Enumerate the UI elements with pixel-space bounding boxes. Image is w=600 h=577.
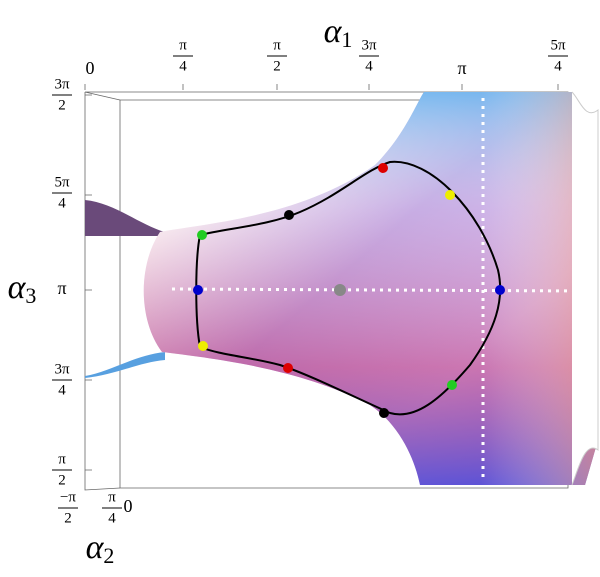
tick-numerator: −π	[60, 489, 76, 505]
tick-numerator: 5π	[550, 37, 566, 53]
tick-denominator: 2	[273, 58, 281, 74]
tick-label: π	[57, 278, 66, 298]
tick-label: π	[457, 58, 466, 78]
axis-symbol: α	[324, 13, 343, 50]
axis-subscript: 1	[341, 27, 352, 52]
tick-label: 0	[86, 58, 95, 78]
tick-denominator: 2	[64, 510, 72, 526]
tick-numerator: π	[273, 37, 281, 53]
points	[193, 163, 505, 418]
tick-denominator: 4	[179, 58, 187, 74]
tick-numerator: π	[179, 37, 187, 53]
axis-label: α2	[86, 529, 115, 568]
tick-numerator: 3π	[54, 76, 70, 92]
tick-label: 0	[124, 496, 133, 516]
tick-denominator: 4	[365, 58, 373, 74]
axis-subscript: 3	[25, 283, 36, 308]
tick-numerator: 5π	[54, 174, 70, 190]
tick-numerator: 3π	[54, 361, 70, 377]
tick-numerator: π	[58, 451, 66, 467]
tick-denominator: 2	[58, 97, 66, 113]
tick-denominator: 2	[58, 472, 66, 488]
axis-symbol: α	[86, 529, 105, 566]
tick-denominator: 4	[554, 58, 562, 74]
axis-subscript: 2	[103, 543, 114, 568]
tick-denominator: 4	[108, 510, 116, 526]
tick-numerator: π	[108, 489, 116, 505]
tick-denominator: 4	[58, 382, 66, 398]
tick-denominator: 4	[58, 195, 66, 211]
tick-numerator: 3π	[361, 37, 377, 53]
orbit-curve	[195, 160, 502, 416]
axis-symbol: α	[8, 269, 27, 306]
axis-label: α1	[324, 13, 353, 52]
axis-label: α3	[8, 269, 37, 308]
